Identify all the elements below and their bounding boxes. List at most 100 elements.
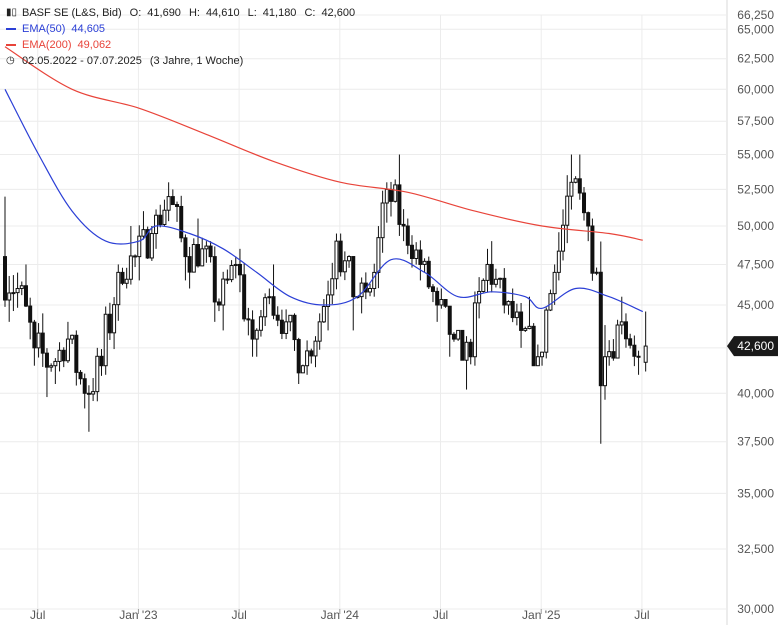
candle [208, 241, 213, 263]
chart-legend: ▮▯ BASF SE (L&S, Bid) O: 41,690 H: 44,610 … [6, 5, 355, 69]
candle-body [334, 240, 339, 280]
low-value: 41,180 [262, 7, 297, 19]
candle-body [468, 341, 473, 358]
x-tick-label: Jan '23 [119, 608, 158, 622]
candle [643, 311, 648, 372]
candle [137, 225, 142, 281]
candle [338, 233, 343, 277]
y-tick-label: 45,000 [737, 298, 774, 312]
candle-body [32, 321, 37, 349]
candle [288, 314, 293, 332]
candle-body [44, 352, 49, 368]
candle [200, 237, 205, 267]
candle-body [216, 301, 221, 306]
candle [342, 251, 347, 281]
candle-body [347, 256, 352, 262]
candlestick-series [3, 154, 648, 444]
candle [112, 297, 117, 350]
candle-body [527, 325, 532, 330]
candle [149, 226, 154, 261]
candle-body [258, 316, 263, 331]
candle-body [271, 296, 276, 316]
candle [279, 309, 284, 340]
candle [237, 248, 242, 293]
candle [7, 275, 12, 322]
candle-body [15, 288, 20, 294]
candle [300, 364, 305, 374]
candle-body [204, 245, 209, 250]
candle-body [179, 205, 184, 239]
candle [170, 189, 175, 206]
candle-body [384, 188, 389, 204]
candle-body [569, 181, 574, 197]
ema-lines [4, 46, 644, 313]
candle [309, 348, 314, 364]
candle-body [498, 277, 503, 280]
close-label: C: [304, 7, 316, 19]
candle-body [284, 321, 289, 334]
candle [187, 246, 192, 289]
candle [590, 218, 595, 281]
candle-body [91, 391, 96, 395]
period-label: (3 Jahre, 1 Woche) [149, 55, 244, 67]
candle [598, 241, 603, 444]
candle-body [351, 256, 356, 298]
candle [573, 176, 578, 184]
candle-body [359, 282, 364, 298]
candle [221, 271, 226, 331]
candle-body [607, 351, 612, 358]
candle-body [544, 309, 549, 353]
candle [493, 268, 498, 288]
candle [225, 269, 230, 284]
candle-body [53, 360, 58, 367]
y-tick-label: 47,500 [737, 257, 774, 271]
candle-body [103, 313, 108, 367]
candle [166, 182, 171, 222]
candle [28, 297, 33, 340]
candle-body [573, 178, 578, 183]
legend-instrument-row: ▮▯ BASF SE (L&S, Bid) O: 41,690 H: 44,610 … [6, 5, 355, 21]
y-tick-label: 52,500 [737, 182, 774, 196]
candle [78, 370, 83, 385]
candle [628, 333, 633, 349]
candle [405, 218, 410, 255]
candle [540, 351, 545, 366]
candle-body [275, 314, 280, 321]
candle-body [99, 355, 104, 367]
candle-body [279, 319, 284, 334]
candle [158, 204, 163, 228]
legend-ema200-row[interactable]: EMA(200) 49,062 [6, 37, 355, 53]
candle [292, 313, 297, 351]
candle-body [233, 263, 238, 267]
candle [32, 319, 37, 366]
candle [456, 329, 461, 341]
last-price-badge-shape [727, 336, 778, 357]
low-label: L: [247, 7, 257, 19]
legend-ema50-row[interactable]: EMA(50) 44,605 [6, 21, 355, 37]
legend-range-row[interactable]: ◷ 02.05.2022 - 07.07.2025 (3 Jahre, 1 Wo… [6, 53, 355, 69]
candle-body [288, 314, 293, 323]
candle-body [170, 196, 175, 206]
candle-body [611, 351, 616, 359]
candle-body [435, 290, 440, 306]
candle-body [254, 329, 259, 340]
candle-body [196, 244, 201, 267]
candle [556, 232, 561, 281]
candle [162, 199, 167, 226]
candle [485, 248, 490, 293]
y-tick-label: 65,000 [737, 22, 774, 36]
candle-body [246, 318, 251, 321]
candle [271, 264, 276, 320]
y-tick-label: 62,500 [737, 52, 774, 66]
candle [61, 347, 66, 368]
candle-body [418, 249, 423, 265]
candle [74, 330, 79, 386]
candle [326, 280, 331, 331]
candle-body [296, 339, 301, 374]
candle [561, 209, 566, 261]
y-tick-label: 37,500 [737, 435, 774, 449]
candle [216, 298, 221, 312]
candle-body [506, 300, 511, 306]
candle [95, 347, 100, 402]
